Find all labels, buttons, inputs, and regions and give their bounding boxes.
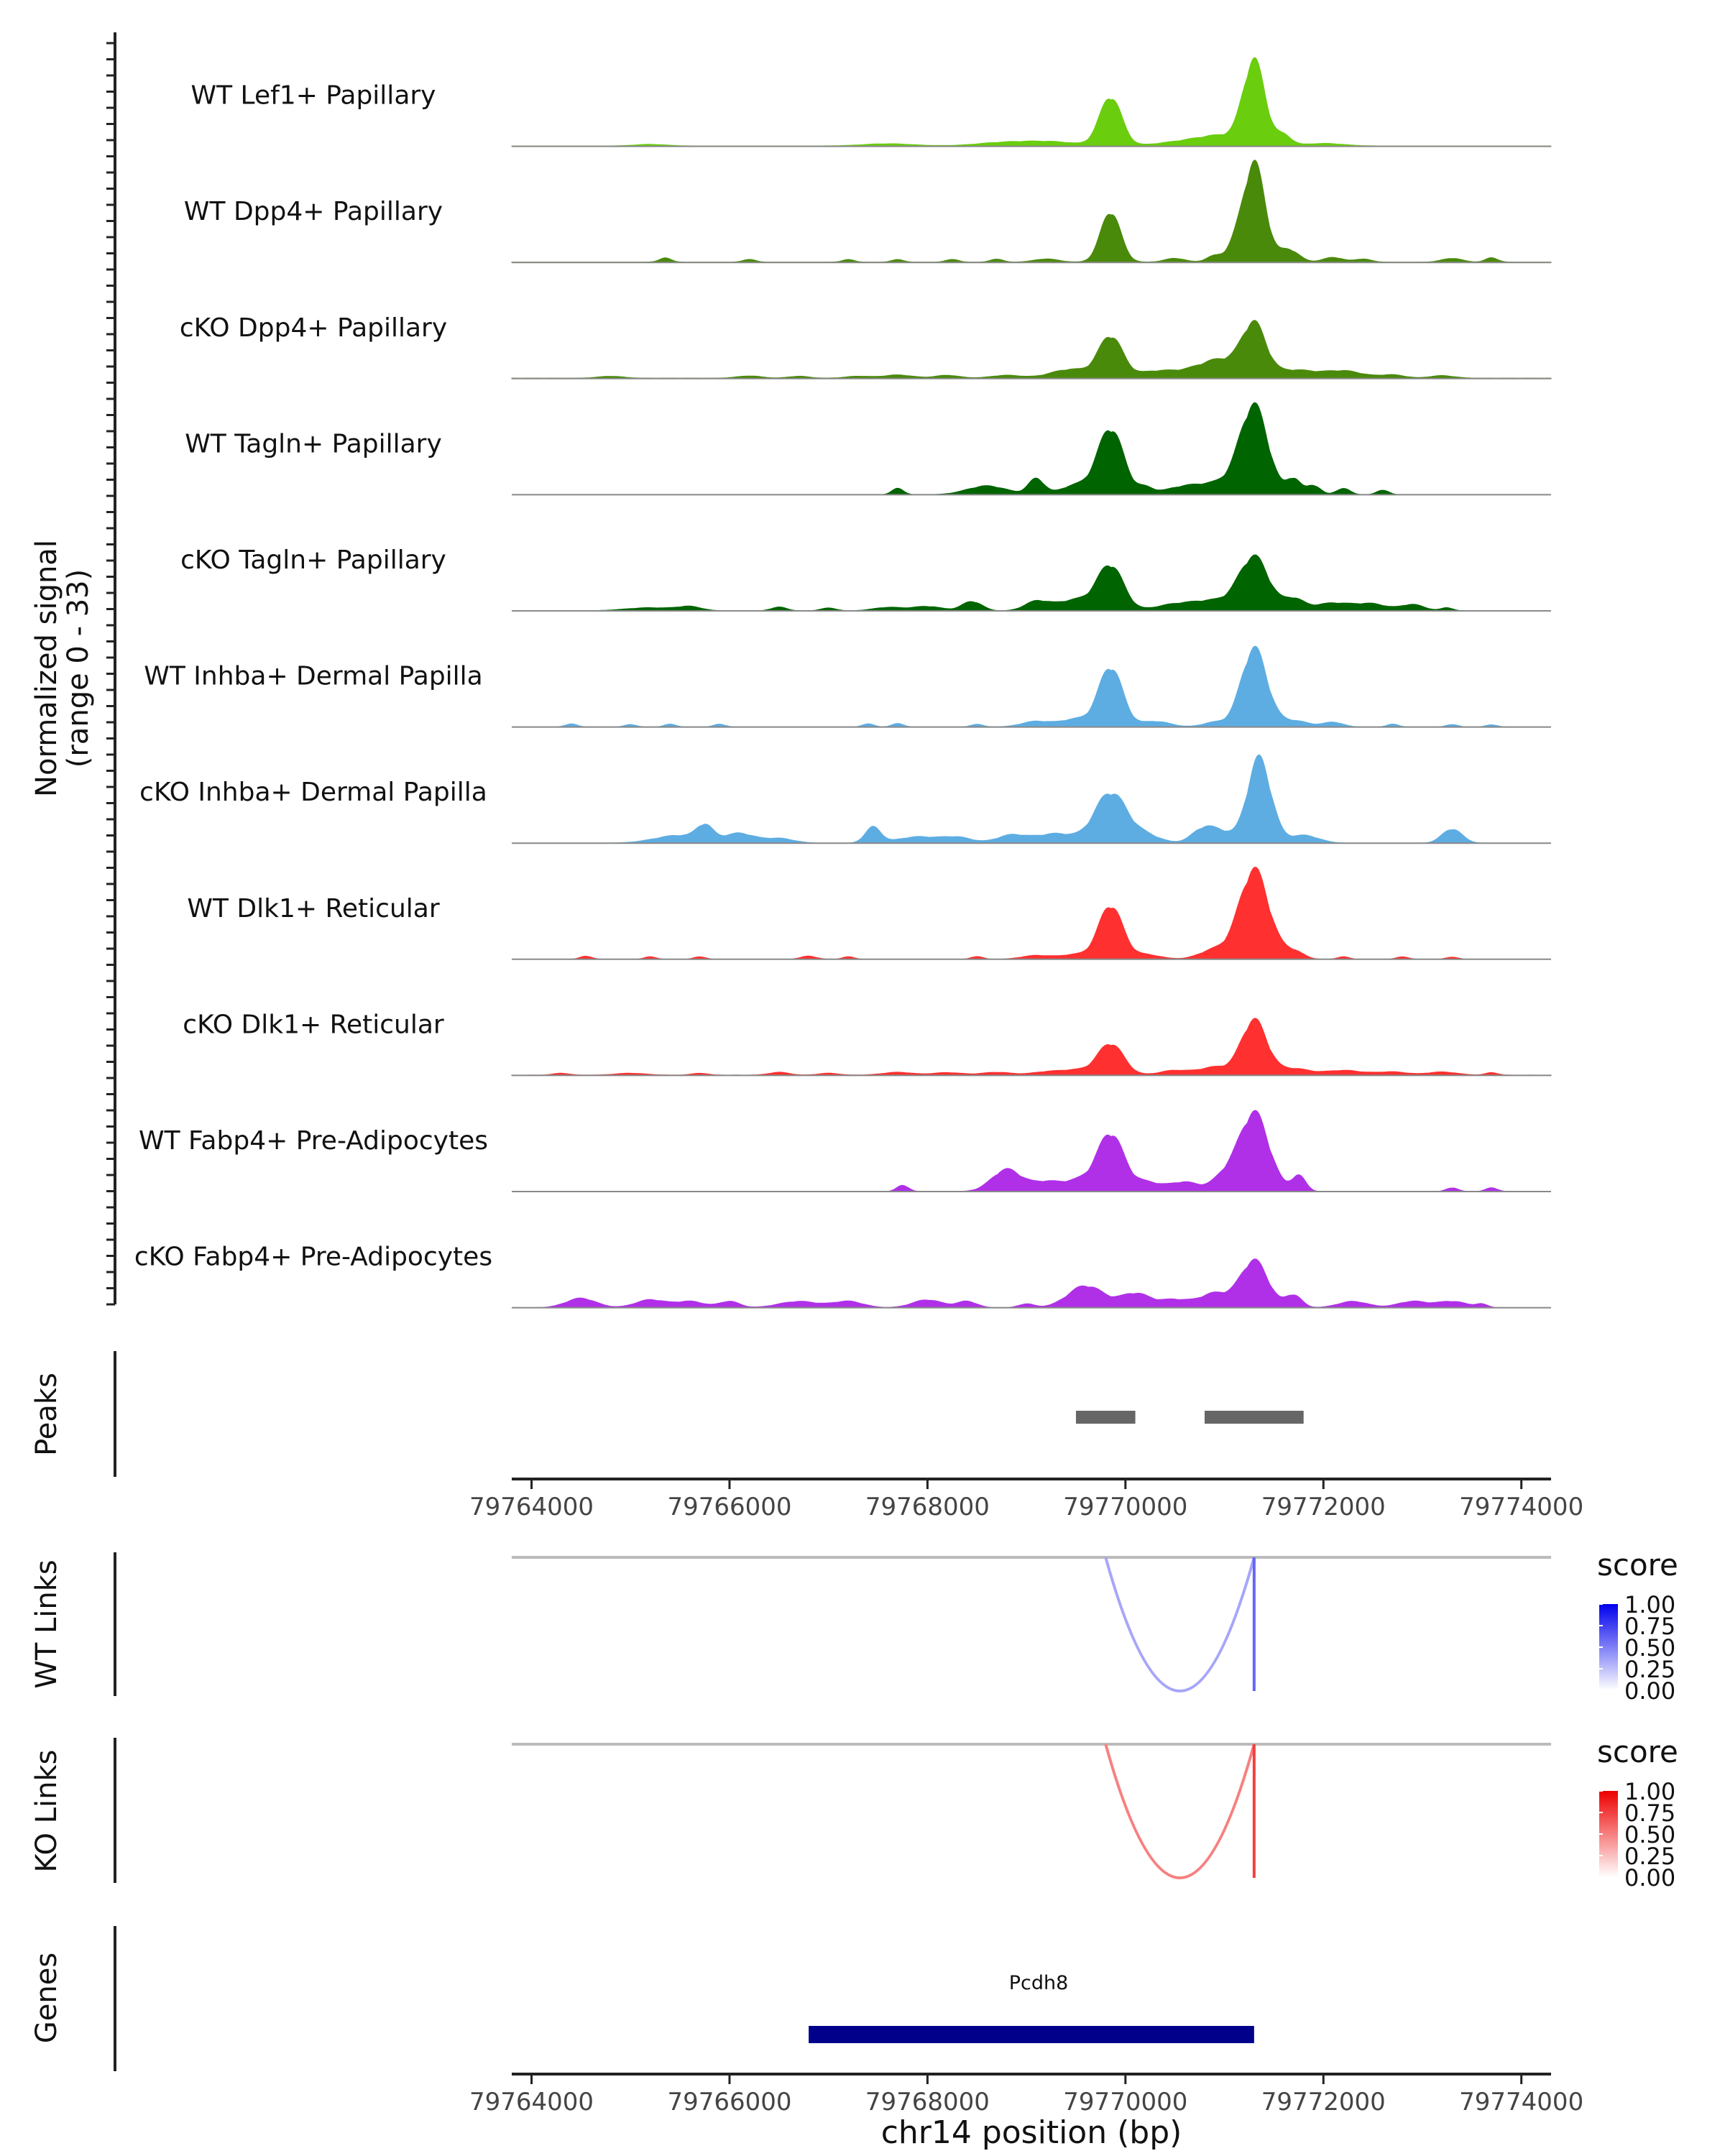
legend-tick-label: 0.75	[1624, 1800, 1675, 1827]
legend-tick-label: 1.00	[1624, 1778, 1675, 1805]
track-cko-inhba-dermal-papilla: cKO Inhba+ Dermal Papilla	[139, 754, 1551, 844]
track-wt-tagln-papillary: WT Tagln+ Papillary	[185, 402, 1551, 496]
legend-tick-label: 0.00	[1624, 1677, 1675, 1705]
peaks-track	[1075, 1411, 1304, 1424]
coverage-area-cko-fabp4-pre-adipocytes	[512, 1258, 1551, 1309]
link-arc	[1104, 1557, 1256, 1692]
track-cko-dlk1-reticular: cKO Dlk1+ Reticular	[183, 1010, 1552, 1077]
track-label-cko-fabp4-pre-adipocytes: cKO Fabp4+ Pre-Adipocytes	[134, 1243, 492, 1272]
x-tick-label: 79768000	[865, 2088, 990, 2116]
track-wt-lef1-papillary: WT Lef1+ Papillary	[191, 57, 1552, 147]
x-tick-label: 79772000	[1261, 1493, 1386, 1521]
peaks-track-label: Peaks	[30, 1373, 63, 1456]
x-tick-label: 79766000	[667, 2088, 791, 2116]
track-label-wt-fabp4-pre-adipocytes: WT Fabp4+ Pre-Adipocytes	[139, 1126, 488, 1156]
peak-region	[1075, 1411, 1136, 1424]
ko-links-label: KO Links	[30, 1750, 63, 1873]
track-label-cko-dpp4-papillary: cKO Dpp4+ Papillary	[180, 313, 447, 343]
wt-links-score-legend: score 1.000.750.500.250.00	[1597, 1547, 1678, 1705]
legend-tick-label: 1.00	[1624, 1591, 1675, 1618]
genes-track-label: Genes	[30, 1953, 63, 2043]
track-wt-dpp4-papillary: WT Dpp4+ Papillary	[184, 160, 1552, 264]
ko-links-score-legend: score 1.000.750.500.250.00	[1597, 1734, 1678, 1892]
x-axis-top: 79764000 79766000 79768000 79770000 79772000…	[469, 1478, 1583, 1521]
wt-links-track	[512, 1556, 1551, 1692]
x-tick-label: 79764000	[469, 1493, 594, 1521]
track-label-wt-dlk1-reticular: WT Dlk1+ Reticular	[187, 894, 439, 923]
track-cko-tagln-papillary: cKO Tagln+ Papillary	[180, 545, 1551, 612]
coverage-tracks: WT Lef1+ Papillary WT Dpp4+ Papillary cKO …	[134, 57, 1552, 1309]
track-cko-dpp4-papillary: cKO Dpp4+ Papillary	[180, 313, 1552, 379]
x-tick-label: 79764000	[469, 2088, 594, 2116]
x-tick-label: 79774000	[1459, 2088, 1583, 2116]
x-axis-bottom: 79764000 79766000 79768000 79770000 79772000…	[469, 2073, 1583, 2116]
legend-title: score	[1597, 1734, 1678, 1769]
coverage-y-axis-ticks	[106, 42, 115, 1306]
track-cko-fabp4-pre-adipocytes: cKO Fabp4+ Pre-Adipocytes	[134, 1243, 1551, 1309]
track-wt-dlk1-reticular: WT Dlk1+ Reticular	[187, 867, 1551, 960]
x-tick-label: 79766000	[667, 1493, 791, 1521]
x-tick-label: 79768000	[865, 1493, 990, 1521]
genes-track: Pcdh8	[809, 1972, 1254, 2043]
coverage-y-axis	[106, 32, 116, 1306]
x-tick-label: 79770000	[1063, 1493, 1187, 1521]
ko-links-track	[512, 1743, 1551, 1879]
track-label-cko-inhba-dermal-papilla: cKO Inhba+ Dermal Papilla	[139, 778, 487, 807]
link-arc	[1104, 1743, 1256, 1879]
track-wt-fabp4-pre-adipocytes: WT Fabp4+ Pre-Adipocytes	[139, 1110, 1551, 1192]
peak-region	[1205, 1411, 1304, 1424]
legend-tick-label: 0.50	[1624, 1821, 1675, 1848]
track-wt-inhba-dermal-papilla: WT Inhba+ Dermal Papilla	[144, 645, 1551, 728]
legend-tick-label: 0.75	[1624, 1613, 1675, 1640]
track-label-wt-tagln-papillary: WT Tagln+ Papillary	[185, 429, 442, 459]
legend-tick-label: 0.25	[1624, 1843, 1675, 1870]
legend-title: score	[1597, 1547, 1678, 1583]
wt-links-label: WT Links	[30, 1560, 63, 1688]
legend-tick-label: 0.00	[1624, 1864, 1675, 1892]
x-tick-label: 79774000	[1459, 1493, 1583, 1521]
coverage-y-range-label: (range 0 - 33)	[62, 569, 95, 768]
track-label-cko-dlk1-reticular: cKO Dlk1+ Reticular	[183, 1010, 444, 1039]
x-axis-title: chr14 position (bp)	[881, 2114, 1182, 2151]
coverage-area-cko-tagln-papillary	[512, 554, 1551, 612]
x-tick-label: 79770000	[1063, 2088, 1187, 2116]
gene-label: Pcdh8	[1009, 1972, 1069, 1994]
legend-tick-label: 0.50	[1624, 1634, 1675, 1662]
legend-tick-label: 0.25	[1624, 1656, 1675, 1683]
coverage-y-label: Normalized signal	[30, 540, 63, 797]
track-label-wt-lef1-papillary: WT Lef1+ Papillary	[191, 81, 436, 111]
track-label-wt-inhba-dermal-papilla: WT Inhba+ Dermal Papilla	[144, 662, 482, 691]
track-label-cko-tagln-papillary: cKO Tagln+ Papillary	[180, 545, 446, 575]
x-tick-label: 79772000	[1261, 2088, 1386, 2116]
track-label-wt-dpp4-papillary: WT Dpp4+ Papillary	[184, 197, 443, 226]
gene-body	[809, 2026, 1254, 2043]
